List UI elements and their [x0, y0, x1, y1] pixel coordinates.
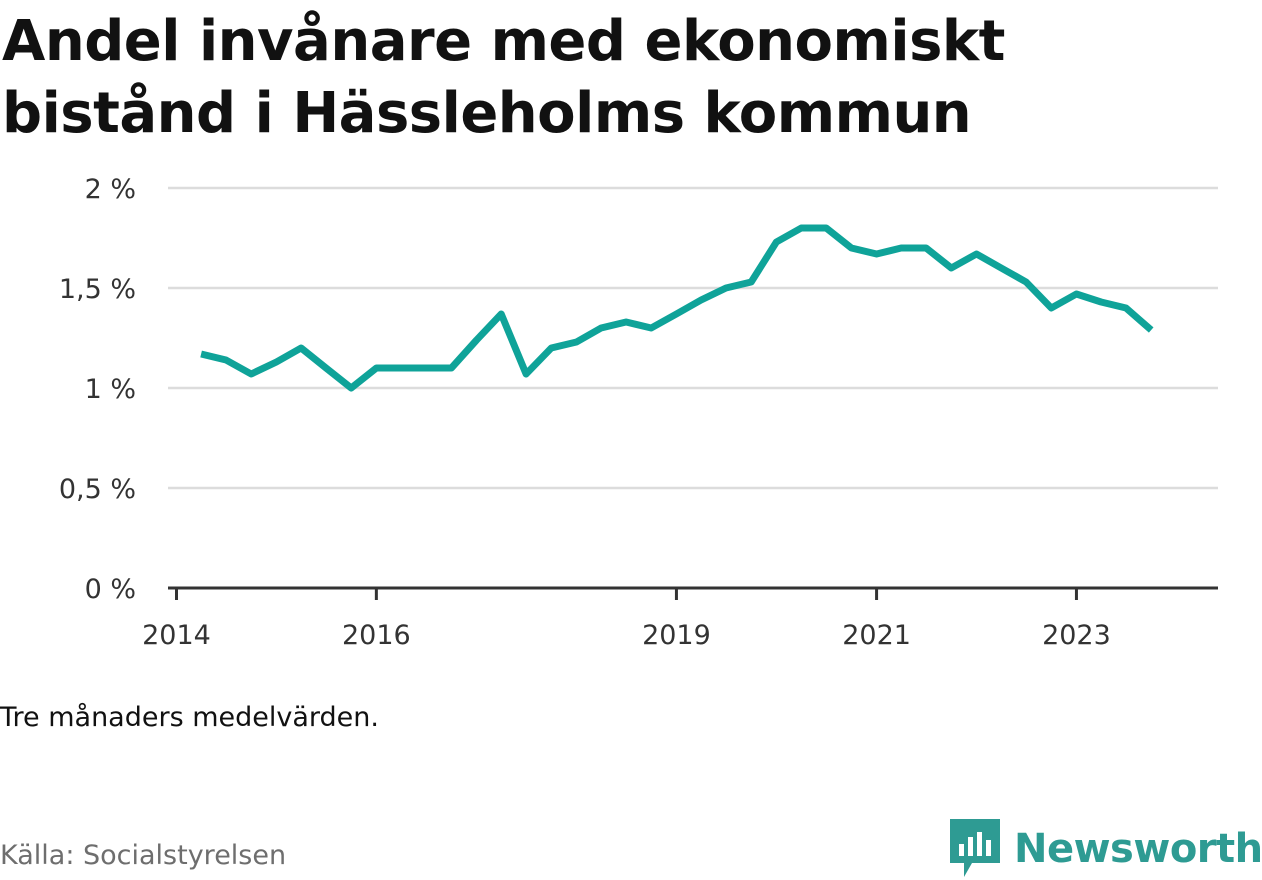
- data-point: [1048, 305, 1054, 311]
- data-point: [874, 251, 880, 257]
- data-point: [373, 365, 379, 371]
- data-point: [1123, 305, 1129, 311]
- data-point: [773, 239, 779, 245]
- data-point: [1098, 299, 1104, 305]
- data-point: [823, 225, 829, 231]
- data-point: [523, 371, 529, 377]
- data-point: [948, 265, 954, 271]
- data-point: [574, 339, 580, 345]
- y-tick-label: 0 %: [85, 574, 136, 605]
- data-point: [923, 245, 929, 251]
- data-point: [723, 285, 729, 291]
- brand-name: Newsworthy: [1014, 826, 1262, 872]
- data-point: [448, 365, 454, 371]
- data-point: [198, 351, 204, 357]
- chart-note: Tre månaders medelvärden.: [0, 702, 379, 733]
- y-tick-label: 0,5 %: [59, 474, 136, 505]
- series-line: [200, 224, 1154, 392]
- data-point: [548, 345, 554, 351]
- data-point: [698, 297, 704, 303]
- data-point: [474, 337, 480, 343]
- data-point: [648, 325, 654, 331]
- y-axis-tick-labels: 0 % 0,5 % 1 % 1,5 % 2 %: [59, 174, 136, 605]
- data-point: [598, 325, 604, 331]
- data-point: [498, 311, 504, 317]
- source-credit: Källa: Socialstyrelsen: [0, 840, 287, 871]
- data-point: [323, 365, 329, 371]
- data-point: [974, 251, 980, 257]
- data-point: [673, 311, 679, 317]
- data-point: [898, 245, 904, 251]
- gridlines: [168, 186, 1218, 490]
- data-point: [298, 345, 304, 351]
- newsworthy-logo-icon: [950, 819, 1000, 877]
- data-point: [1073, 291, 1079, 297]
- x-tick-label: 2019: [642, 620, 711, 650]
- x-tick-label: 2021: [842, 620, 911, 650]
- data-point: [623, 319, 629, 325]
- data-point: [398, 365, 404, 371]
- series-layer: [198, 224, 1154, 392]
- chart-title: Andel invånare med ekonomiskt bistånd i …: [2, 9, 1005, 146]
- data-point: [748, 279, 754, 285]
- data-point: [1148, 327, 1154, 333]
- data-point: [848, 245, 854, 251]
- line-chart: 0 % 0,5 % 1 % 1,5 % 2 % 2014 2016 2019 2021 2023: [59, 174, 1218, 650]
- y-tick-label: 2 %: [85, 174, 136, 205]
- data-point: [798, 225, 804, 231]
- data-point: [1023, 279, 1029, 285]
- x-tick-label: 2014: [142, 620, 211, 650]
- y-tick-label: 1 %: [85, 374, 136, 405]
- data-point: [273, 359, 279, 365]
- data-point: [998, 265, 1004, 271]
- data-point: [248, 371, 254, 377]
- x-tick-label: 2016: [342, 620, 411, 650]
- y-tick-label: 1,5 %: [59, 274, 136, 305]
- brand-logo[interactable]: Newsworthy: [950, 818, 1262, 880]
- data-point: [423, 365, 429, 371]
- x-tick-label: 2023: [1042, 620, 1111, 650]
- x-axis: 2014 2016 2019 2021 2023: [142, 586, 1218, 650]
- data-point: [223, 357, 229, 363]
- data-point: [348, 385, 354, 391]
